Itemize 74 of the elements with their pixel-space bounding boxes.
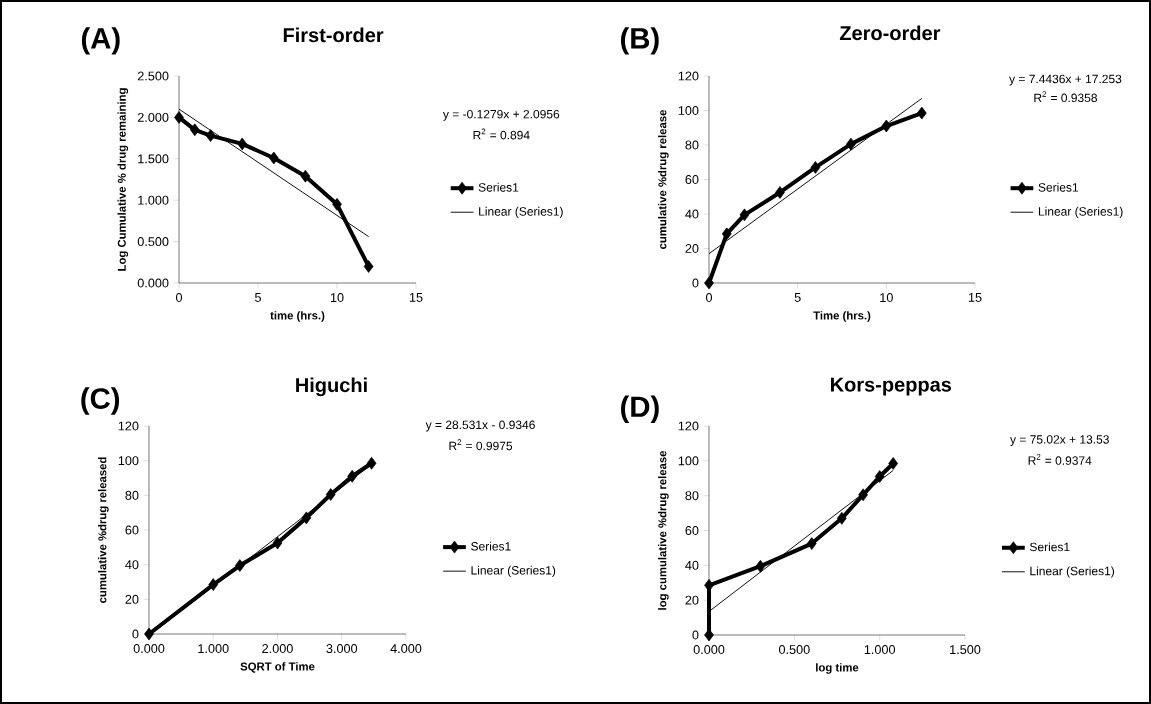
x-tick-label: 15 bbox=[409, 293, 423, 302]
legend-label: Linear (Series1) bbox=[471, 565, 556, 577]
y-tick-label: 80 bbox=[125, 490, 139, 500]
y-tick-label: 1.000 bbox=[138, 195, 169, 205]
y-tick-label: 2.500 bbox=[137, 71, 169, 81]
x-tick-label: 2.000 bbox=[262, 644, 293, 654]
text: R$^{2}$ = 0.9374 bbox=[1028, 454, 1092, 465]
y-tick-label: 0.500 bbox=[137, 237, 169, 247]
text: y = -0.1279x + 2.0956 bbox=[442, 109, 560, 121]
y-tick-label: 100 bbox=[678, 456, 699, 466]
text: (B) bbox=[620, 27, 659, 55]
y-tick-label: 80 bbox=[685, 140, 699, 150]
y-axis-title: Log Cumulative % drug remaining bbox=[117, 88, 129, 271]
text: R$^{2}$ = 0.9358 bbox=[1034, 91, 1097, 103]
y-tick-label: 0.000 bbox=[137, 278, 169, 288]
y-tick-label: 20 bbox=[125, 594, 139, 604]
text: y = 28.531x - 0.9346 bbox=[425, 420, 535, 432]
x-axis-title: time (hrs.) bbox=[270, 311, 325, 322]
x-tick-label: 1.000 bbox=[864, 645, 896, 655]
y-tick-label: 0 bbox=[132, 629, 139, 639]
x-tick-label: 10 bbox=[880, 293, 893, 303]
text: (A) bbox=[81, 27, 120, 55]
y-axis-title: cumulative %drug released bbox=[98, 457, 109, 603]
text: R$^{2}$ = 0.9975 bbox=[449, 439, 513, 451]
legend-label: Series1 bbox=[1029, 542, 1070, 552]
y-tick-label: 2.000 bbox=[137, 112, 169, 122]
x-tick-label: 10 bbox=[330, 293, 344, 303]
x-tick-label: 1.500 bbox=[950, 645, 981, 655]
legend-label: Series1 bbox=[1038, 182, 1079, 192]
text: R$^{2}$ = 0.894 bbox=[473, 128, 530, 140]
chart-title: Zero-order bbox=[839, 25, 941, 41]
y-tick-label: 60 bbox=[685, 526, 699, 535]
y-tick-label: 20 bbox=[685, 244, 699, 253]
y-tick-label: 40 bbox=[685, 560, 699, 570]
chart-title: Higuchi bbox=[296, 377, 367, 397]
y-axis-title: cumulative %drug release bbox=[658, 109, 669, 249]
y-tick-label: 40 bbox=[125, 560, 139, 570]
x-tick-label: 0.500 bbox=[779, 645, 810, 655]
y-tick-label: 120 bbox=[118, 421, 139, 431]
text: y = 7.4436x + 17.253 bbox=[1009, 74, 1122, 86]
text: (C) bbox=[81, 387, 120, 415]
y-tick-label: 1.500 bbox=[138, 154, 169, 164]
y-tick-label: 0 bbox=[692, 278, 699, 288]
y-tick-label: 0 bbox=[692, 630, 699, 640]
x-tick-label: 3.000 bbox=[326, 644, 358, 654]
y-tick-label: 100 bbox=[678, 106, 699, 115]
y-tick-label: 120 bbox=[678, 421, 699, 431]
x-tick-label: 0 bbox=[705, 293, 713, 303]
x-tick-label: 4.000 bbox=[390, 644, 422, 654]
legend-label: Linear (Series1) bbox=[1030, 566, 1115, 578]
text: (D) bbox=[620, 395, 659, 423]
y-tick-label: 100 bbox=[118, 456, 139, 466]
y-tick-label: 80 bbox=[685, 491, 699, 501]
legend-label: Series1 bbox=[471, 541, 511, 551]
chart-title: Kors-peppas bbox=[830, 377, 952, 396]
x-axis-title: log time bbox=[816, 663, 859, 674]
y-tick-label: 40 bbox=[685, 209, 699, 219]
legend-label: Linear (Series1) bbox=[479, 206, 563, 219]
x-tick-label: 5 bbox=[254, 293, 262, 302]
y-tick-label: 20 bbox=[685, 595, 699, 605]
x-tick-label: 0 bbox=[175, 293, 183, 303]
x-tick-label: 1.000 bbox=[198, 644, 229, 654]
x-axis-title: Time (hrs.) bbox=[813, 311, 871, 322]
legend-label: Linear (Series1) bbox=[1038, 206, 1123, 219]
x-tick-label: 15 bbox=[968, 293, 982, 302]
y-axis-title: log cumulative %drug release bbox=[658, 450, 669, 610]
y-tick-label: 60 bbox=[125, 525, 139, 535]
y-tick-label: 120 bbox=[678, 71, 699, 81]
x-tick-label: 5 bbox=[794, 293, 801, 302]
y-tick-label: 60 bbox=[685, 175, 699, 184]
text: y = 75.02x + 13.53 bbox=[1010, 435, 1109, 447]
legend-label: Series1 bbox=[478, 182, 519, 192]
chart-title: First-order bbox=[283, 27, 384, 43]
x-axis-title: SQRT of Time bbox=[240, 662, 315, 673]
